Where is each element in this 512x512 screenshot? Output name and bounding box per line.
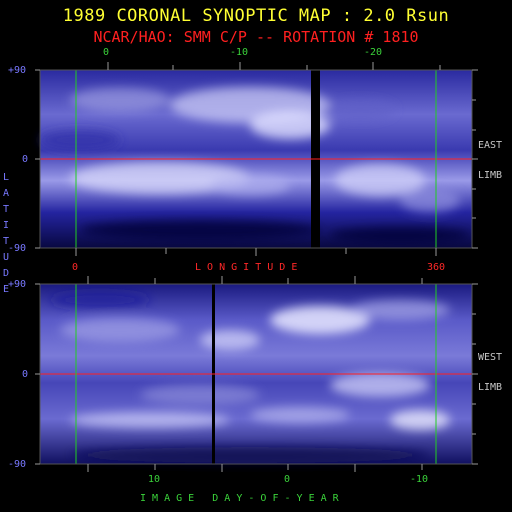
east-limb-label-2: LIMB [478, 170, 503, 181]
top-map-panel [35, 62, 478, 256]
bottom-latitude-tick-label: +90 [8, 279, 27, 290]
bottom-map-panel [35, 276, 478, 472]
map-subtitle: NCAR/HAO: SMM C/P -- ROTATION # 1810 [93, 28, 419, 46]
day-tick-label: 10 [148, 474, 161, 485]
longitude-360-label: 360 [427, 262, 446, 273]
top-longitude-tick-label: 0 [103, 47, 110, 58]
top-longitude-tick-label: -10 [230, 47, 249, 58]
latitude-axis-label: L A T I T U D E [2, 172, 10, 295]
top-longitude-tick-label: -20 [364, 47, 383, 58]
day-tick-label: -10 [410, 474, 429, 485]
top-map-features [40, 87, 470, 243]
bottom-panel-ticks [35, 276, 478, 472]
longitude-0-label: 0 [72, 262, 79, 273]
top-latitude-tick-label: 0 [22, 154, 29, 165]
day-tick-label: 0 [284, 474, 291, 485]
day-of-year-axis-label: I M A G E D A Y - O F - Y E A R [140, 493, 339, 504]
longitude-axis-label: L O N G I T U D E [195, 262, 298, 273]
top-latitude-tick-label: -90 [8, 243, 27, 254]
top-panel-ticks [35, 62, 478, 256]
map-title: 1989 CORONAL SYNOPTIC MAP : 2.0 Rsun [62, 6, 450, 26]
west-limb-label: WEST [478, 352, 503, 363]
top-latitude-tick-label: +90 [8, 65, 27, 76]
bottom-latitude-tick-label: -90 [8, 459, 27, 470]
bottom-latitude-tick-label: 0 [22, 369, 29, 380]
west-limb-label-2: LIMB [478, 382, 503, 393]
east-limb-label: EAST [478, 140, 503, 151]
